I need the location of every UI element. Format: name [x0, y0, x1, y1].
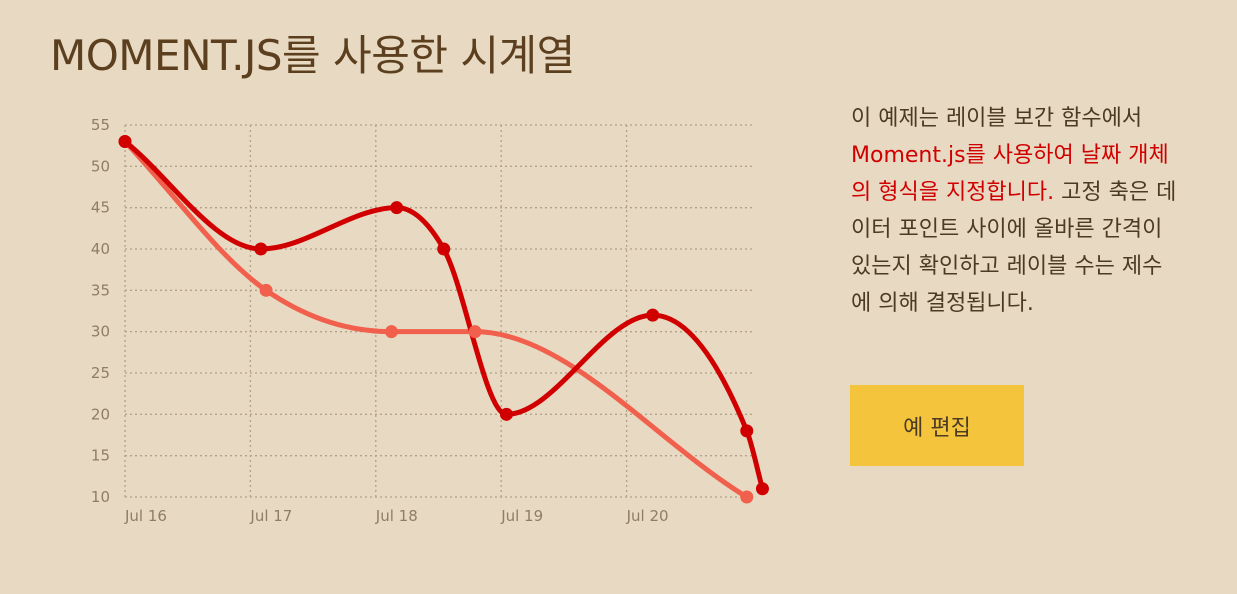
example-description: 이 예제는 레이블 보간 함수에서 Moment.js를 사용하여 날짜 개체의…	[851, 100, 1181, 322]
y-tick-label: 50	[91, 157, 110, 175]
y-tick-label: 35	[91, 281, 110, 299]
description-highlight: Moment.js를 사용하여 날짜 개체의 형식을 지정합니다.	[851, 143, 1169, 205]
data-point	[437, 242, 451, 256]
chart-series	[122, 139, 765, 500]
data-point	[468, 325, 482, 339]
data-point	[254, 242, 268, 256]
y-tick-label: 10	[91, 488, 110, 506]
data-point	[384, 325, 398, 339]
chart-points	[118, 135, 769, 504]
y-tick-label: 30	[91, 323, 110, 341]
data-point	[646, 308, 660, 322]
data-point	[499, 407, 513, 421]
data-point	[755, 482, 769, 496]
data-point	[259, 283, 273, 297]
x-tick-label: Jul 16	[124, 507, 167, 525]
y-tick-label: 40	[91, 240, 110, 258]
edit-example-button[interactable]: 예 편집	[850, 385, 1024, 466]
x-tick-label: Jul 17	[249, 507, 292, 525]
data-point	[740, 424, 754, 438]
description-text: 이 예제는 레이블 보간 함수에서	[851, 106, 1143, 131]
y-tick-label: 15	[91, 447, 110, 465]
data-point	[390, 201, 404, 215]
y-tick-label: 45	[91, 199, 110, 217]
x-axis-tick-labels: Jul 16 Jul 17 Jul 18 Jul 19 Jul 20	[124, 507, 669, 525]
y-tick-label: 55	[91, 116, 110, 134]
data-point	[118, 135, 132, 149]
data-point	[740, 490, 754, 504]
description-text-rest: 고정 축은 데이터 포인트 사이에 올바른 간격이 있는지 확인하고 레이블 수…	[851, 180, 1177, 316]
chart-grid	[124, 124, 752, 498]
page-title: MOMENT.JS를 사용한 시계열	[50, 31, 575, 80]
y-tick-label: 25	[91, 364, 110, 382]
y-axis-tick-labels: 10 15 20 25 30 35 40 45 50 55	[91, 116, 110, 506]
x-tick-label: Jul 18	[375, 507, 418, 525]
y-tick-label: 20	[91, 405, 110, 423]
x-tick-label: Jul 20	[626, 507, 669, 525]
x-tick-label: Jul 19	[500, 507, 543, 525]
